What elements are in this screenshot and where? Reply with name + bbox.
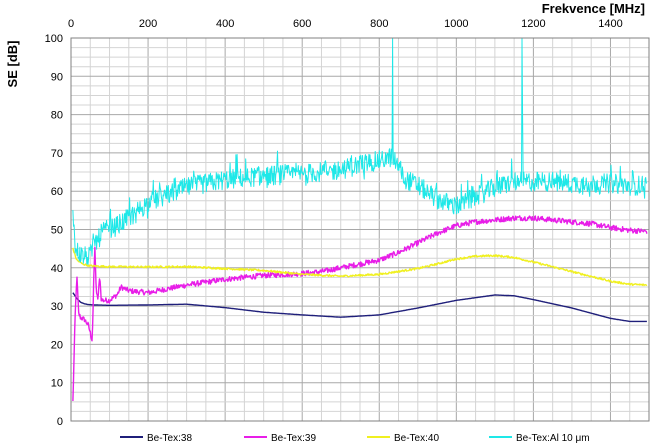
y-tick-label: 30 [51, 301, 63, 313]
series-line-4 [72, 37, 648, 265]
x-tick-label: 400 [216, 18, 234, 30]
y-axis-title: SE [dB] [5, 41, 20, 88]
x-tick-label: 1400 [598, 18, 622, 30]
x-tick-label: 1000 [444, 18, 468, 30]
x-tick-labels: 0 200 400 600 800 1000 1200 1400 [68, 18, 623, 30]
y-tick-label: 60 [51, 186, 63, 198]
gridlines [70, 37, 650, 422]
x-tick-label: 0 [68, 18, 74, 30]
y-tick-label: 70 [51, 148, 63, 160]
legend-label-4: Be-Tex:Al 10 μm [516, 433, 590, 444]
legend: Be-Tex:38 Be-Tex:39 Be-Tex:40 Be-Tex:Al 10 … [120, 433, 590, 444]
x-tick-label: 600 [293, 18, 311, 30]
plot-frame [70, 37, 650, 422]
y-tick-label: 90 [51, 71, 63, 83]
series-line-3 [72, 247, 648, 287]
y-tick-label: 0 [57, 416, 63, 428]
y-tick-label: 80 [51, 110, 63, 122]
series-line-1 [72, 292, 647, 323]
y-tick-label: 20 [51, 339, 63, 351]
legend-label-1: Be-Tex:38 [147, 433, 192, 444]
y-tick-labels: 0 10 20 30 40 50 60 70 80 90 100 [45, 33, 63, 428]
legend-label-2: Be-Tex:39 [271, 433, 316, 444]
x-tick-label: 1200 [521, 18, 545, 30]
y-tick-label: 40 [51, 263, 63, 275]
y-tick-label: 10 [51, 378, 63, 390]
series-line-2 [72, 215, 648, 402]
x-tick-label: 200 [139, 18, 157, 30]
y-tick-label: 100 [45, 33, 63, 45]
legend-label-3: Be-Tex:40 [394, 433, 439, 444]
x-tick-label: 800 [370, 18, 388, 30]
y-tick-label: 50 [51, 225, 63, 237]
x-axis-title: Frekvence [MHz] [542, 1, 645, 16]
series-lines [72, 37, 648, 402]
